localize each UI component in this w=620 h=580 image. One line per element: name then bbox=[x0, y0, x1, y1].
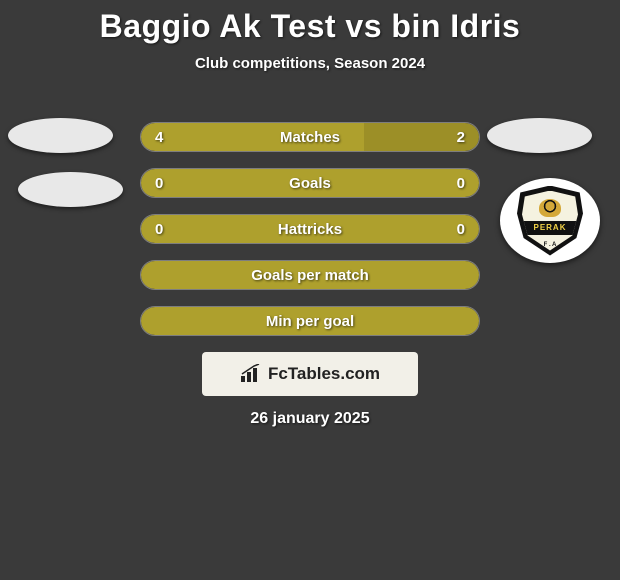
date-text: 26 january 2025 bbox=[0, 410, 620, 428]
tiger-icon bbox=[539, 199, 561, 217]
page-title: Baggio Ak Test vs bin Idris bbox=[0, 0, 620, 45]
stat-label: Matches bbox=[141, 129, 479, 146]
stat-value-left: 4 bbox=[155, 129, 163, 146]
stat-label: Hattricks bbox=[141, 221, 479, 238]
stat-row: Min per goal bbox=[140, 306, 480, 336]
right-player-marker bbox=[487, 118, 592, 153]
stat-value-right: 2 bbox=[457, 129, 465, 146]
stat-row: Matches4 2 bbox=[140, 122, 480, 152]
stat-row: Goals0 0 bbox=[140, 168, 480, 198]
stat-label: Goals per match bbox=[141, 267, 479, 284]
crest-band: PERAK bbox=[522, 221, 578, 235]
stats-container: Matches42Goals00Hattricks00Goals per mat… bbox=[140, 122, 480, 352]
stat-row: Goals per match bbox=[140, 260, 480, 290]
left-player-marker-1 bbox=[8, 118, 113, 153]
stat-value-left: 0 bbox=[155, 221, 163, 238]
stat-value-left: 0 bbox=[155, 175, 163, 192]
bars-icon bbox=[240, 364, 262, 384]
stat-label: Min per goal bbox=[141, 313, 479, 330]
stat-value-right: 0 bbox=[457, 175, 465, 192]
stat-row: Hattricks0 0 bbox=[140, 214, 480, 244]
crest-fa: F . A bbox=[522, 242, 578, 248]
stat-value-right: 0 bbox=[457, 221, 465, 238]
brand-text: FcTables.com bbox=[268, 364, 380, 384]
subtitle: Club competitions, Season 2024 bbox=[0, 55, 620, 72]
stat-label: Goals bbox=[141, 175, 479, 192]
left-player-marker-2 bbox=[18, 172, 123, 207]
brand-box: FcTables.com bbox=[202, 352, 418, 396]
club-crest: PERAK F . A bbox=[500, 178, 600, 263]
shield-icon: PERAK F . A bbox=[517, 186, 583, 256]
